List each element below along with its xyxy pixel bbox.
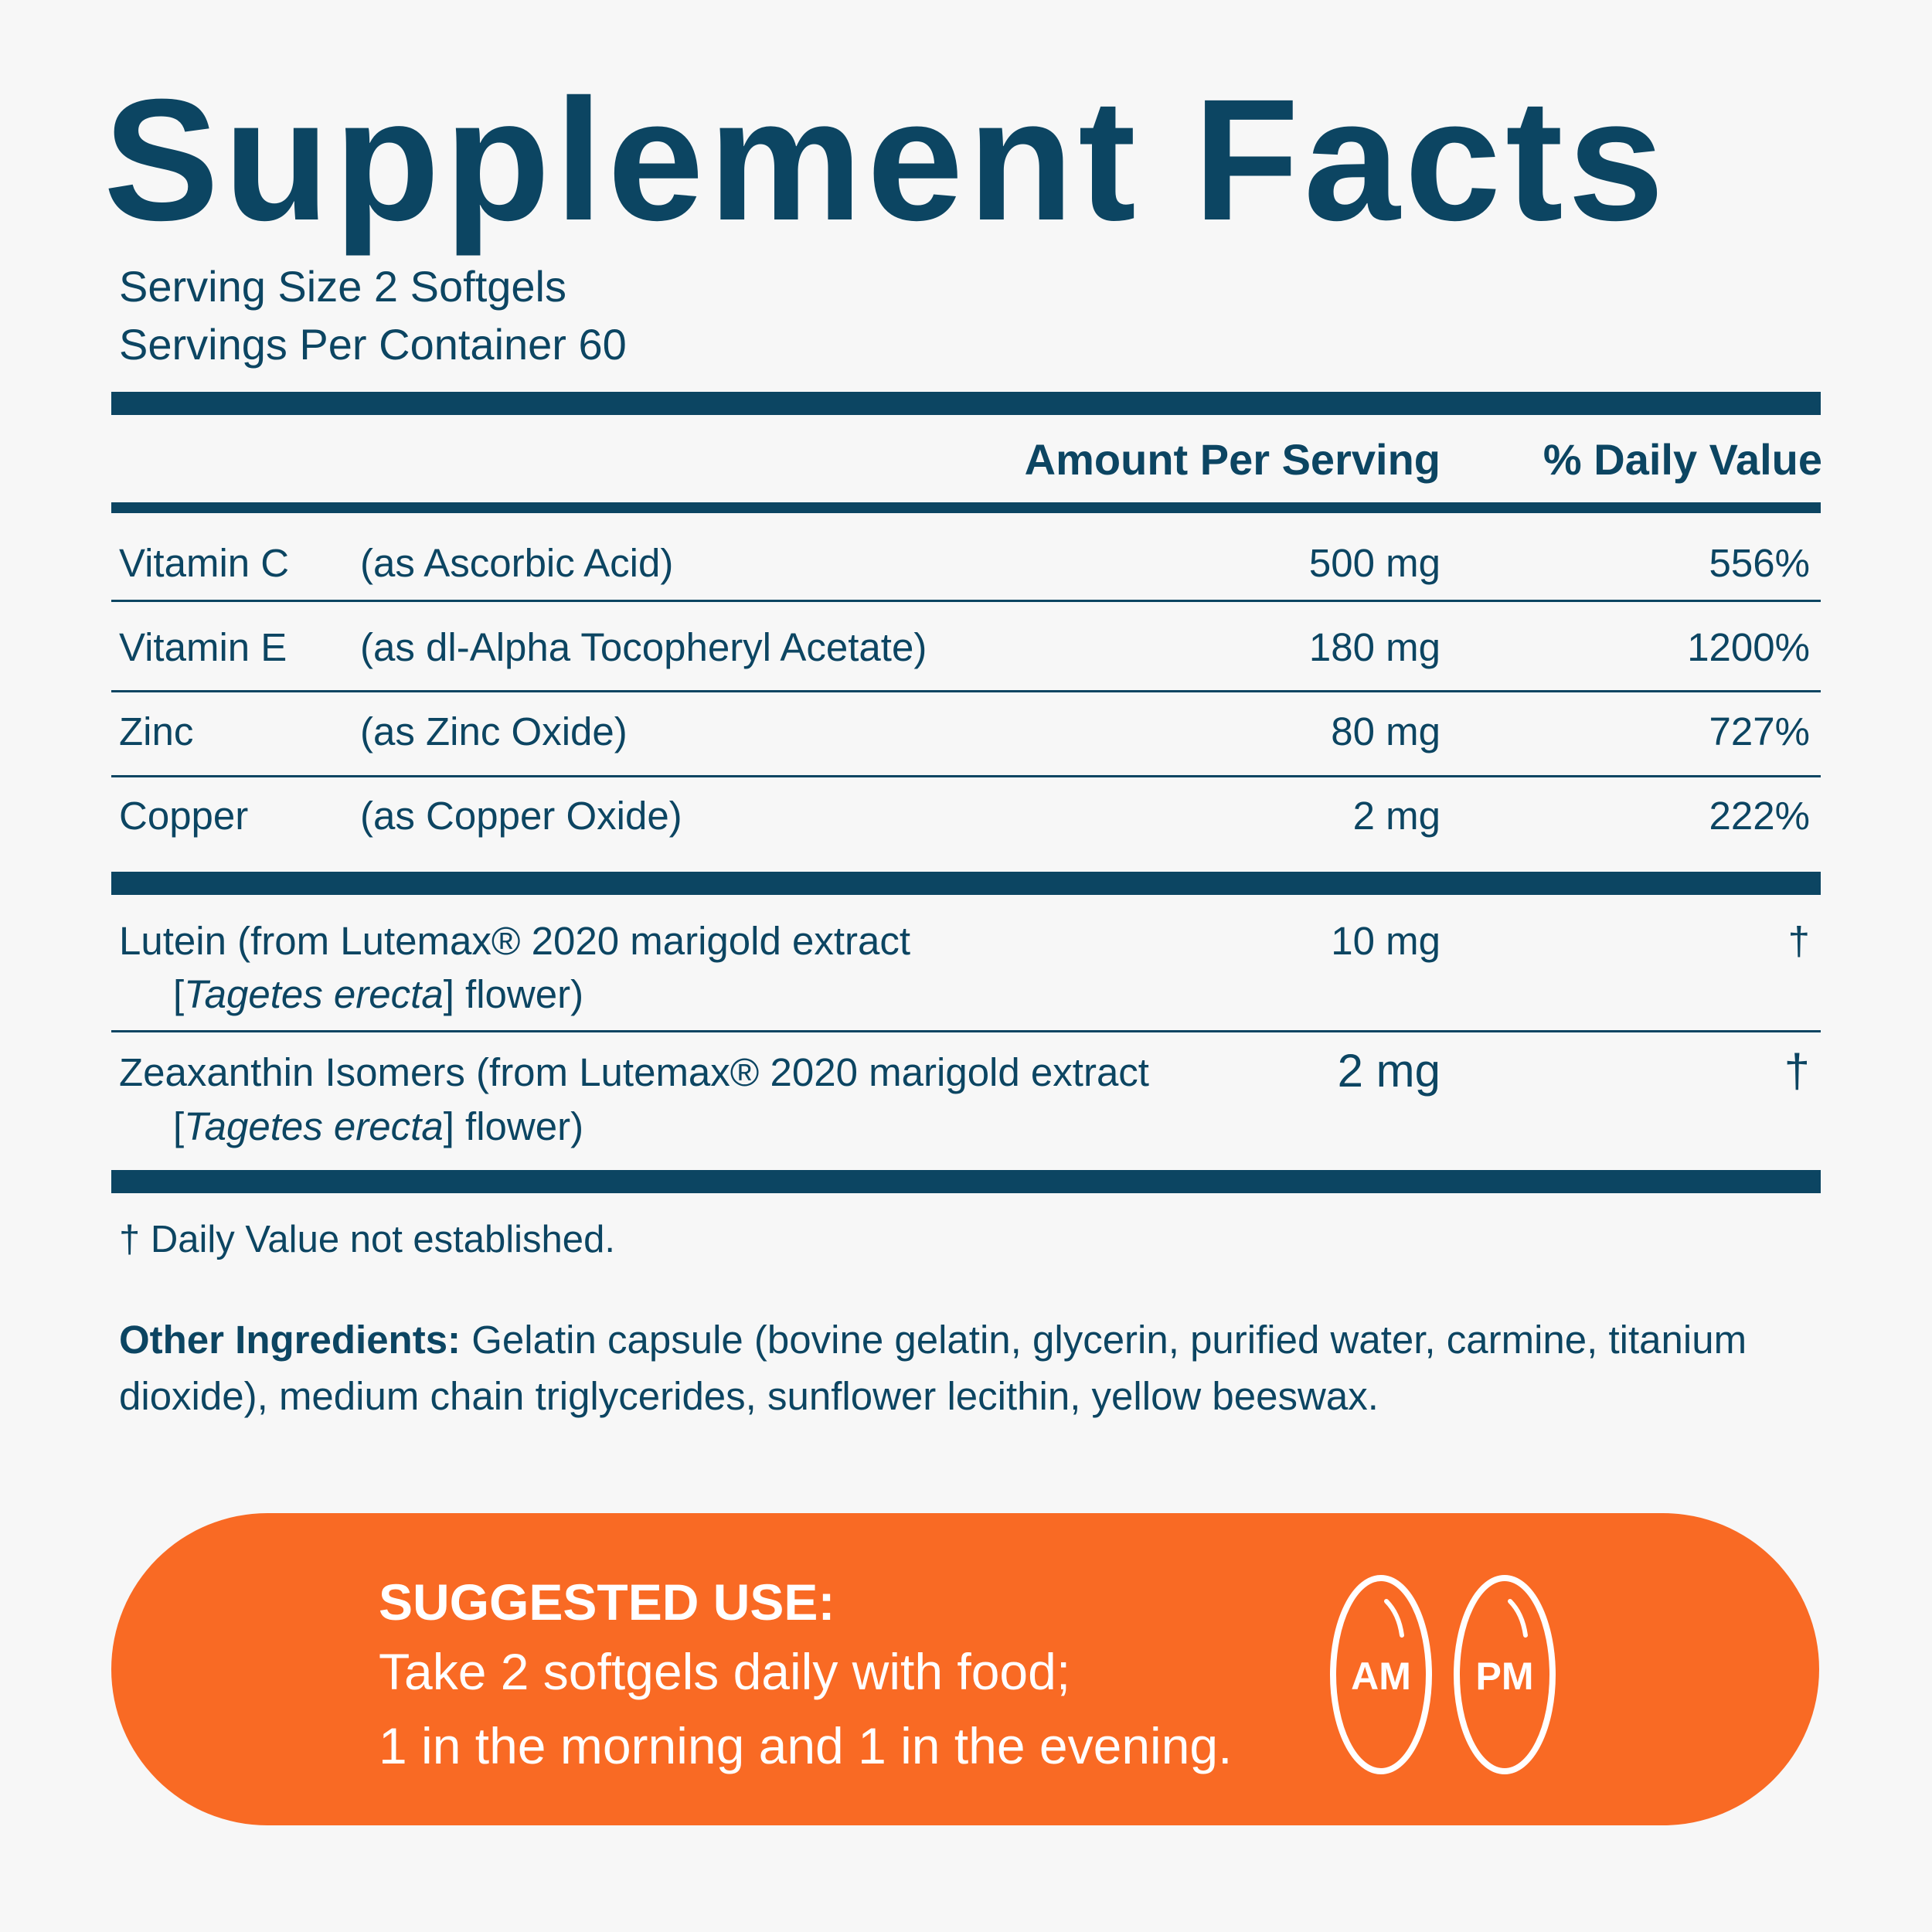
header-amount-per-serving: Amount Per Serving <box>1024 435 1440 484</box>
nutrient-name: Vitamin C <box>119 541 290 585</box>
nutrient-daily-value: 1200% <box>1687 625 1810 669</box>
other-ingredients-label: Other Ingredients: <box>119 1318 461 1362</box>
nutrient-amount: 2 mg <box>1352 794 1440 838</box>
botanical-amount: 10 mg <box>1331 919 1440 963</box>
header-daily-value: % Daily Value <box>1543 435 1822 484</box>
bottom-thick-bar <box>111 1170 1821 1193</box>
botanical-name: Zeaxanthin Isomers (from Lutemax® 2020 m… <box>119 1050 1149 1094</box>
serving-size: Serving Size 2 Softgels <box>119 262 566 311</box>
row-divider <box>111 775 1821 777</box>
suggested-use-title: SUGGESTED USE: <box>379 1573 835 1631</box>
bracket-open: [ <box>173 1104 185 1148</box>
source-suffix: ] flower) <box>443 1104 584 1148</box>
nutrient-name: Vitamin E <box>119 625 287 669</box>
row-divider <box>111 690 1821 692</box>
nutrient-source: (as Ascorbic Acid) <box>360 541 674 585</box>
pm-softgel-icon: PM <box>1454 1575 1556 1774</box>
nutrient-source: (as Copper Oxide) <box>360 794 682 838</box>
header-divider-bar <box>111 502 1821 513</box>
footnote: † Daily Value not established. <box>119 1219 615 1260</box>
nutrient-amount: 180 mg <box>1308 625 1440 669</box>
servings-per-container: Servings Per Container 60 <box>119 320 627 369</box>
page-title: Supplement Facts <box>104 63 1669 257</box>
suggested-use-line-2: 1 in the morning and 1 in the evening. <box>379 1717 1233 1774</box>
am-softgel-icon: AM <box>1330 1575 1432 1774</box>
suggested-use-banner <box>111 1513 1819 1825</box>
top-thick-bar <box>111 392 1821 415</box>
pm-label: PM <box>1476 1655 1534 1698</box>
botanical-source: [Tagetes erecta] flower) <box>173 1107 583 1146</box>
row-divider <box>111 1030 1821 1032</box>
species-name: Tagetes erecta <box>184 1104 444 1148</box>
nutrient-name: Zinc <box>119 709 194 753</box>
botanical-daily-value: † <box>1784 1045 1810 1097</box>
nutrient-source: (as Zinc Oxide) <box>360 709 628 753</box>
botanical-amount: 2 mg <box>1337 1045 1440 1097</box>
botanical-source: [Tagetes erecta] flower) <box>173 975 583 1014</box>
row-divider <box>111 600 1821 602</box>
other-ingredients: Other Ingredients: Gelatin capsule (bovi… <box>119 1311 1819 1424</box>
nutrient-amount: 80 mg <box>1331 709 1440 753</box>
suggested-use-line-1: Take 2 softgels daily with food; <box>379 1643 1071 1700</box>
species-name: Tagetes erecta <box>184 972 444 1016</box>
source-suffix: ] flower) <box>443 972 584 1016</box>
botanical-name: Lutein (from Lutemax® 2020 marigold extr… <box>119 919 911 963</box>
bracket-open: [ <box>173 972 185 1016</box>
botanical-daily-value: † <box>1787 919 1810 963</box>
nutrient-daily-value: 222% <box>1709 794 1810 838</box>
nutrient-daily-value: 556% <box>1709 541 1810 585</box>
nutrient-amount: 500 mg <box>1308 541 1440 585</box>
nutrient-daily-value: 727% <box>1709 709 1810 753</box>
other-ingredients-text: Gelatin capsule (bovine gelatin, glyceri… <box>119 1318 1747 1418</box>
am-label: AM <box>1351 1655 1411 1698</box>
nutrient-source: (as dl-Alpha Tocopheryl Acetate) <box>360 625 927 669</box>
section-thick-bar <box>111 872 1821 895</box>
nutrient-name: Copper <box>119 794 249 838</box>
